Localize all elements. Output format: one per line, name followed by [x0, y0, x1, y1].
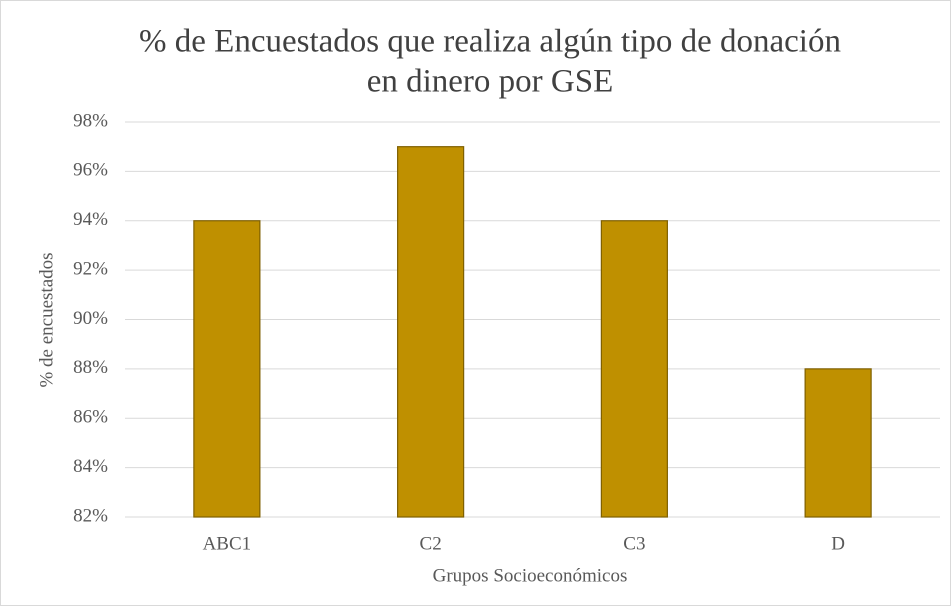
y-tick-label: 96% [73, 160, 108, 181]
bar [193, 220, 261, 518]
x-tick-label: ABC1 [203, 533, 252, 554]
y-tick-label: 86% [73, 407, 108, 428]
y-tick-label: 82% [73, 505, 108, 526]
chart-title: % de Encuestados que realiza algún tipo … [139, 24, 841, 60]
y-tick-label: 88% [73, 357, 108, 378]
y-tick-label: 98% [73, 110, 108, 131]
x-axis-label: Grupos Socioeconómicos [433, 565, 628, 586]
x-tick-label: C3 [623, 533, 645, 554]
y-tick-label: 94% [73, 209, 108, 230]
y-tick-label: 90% [73, 308, 108, 329]
bar [804, 368, 872, 518]
bar [397, 146, 465, 518]
y-tick-label: 84% [73, 456, 108, 477]
bar [600, 220, 668, 518]
x-tick-label: D [831, 533, 845, 554]
chart-title: en dinero por GSE [367, 64, 614, 100]
y-axis-label: % de encuestados [36, 252, 57, 387]
x-tick-label: C2 [420, 533, 442, 554]
y-tick-label: 92% [73, 258, 108, 279]
